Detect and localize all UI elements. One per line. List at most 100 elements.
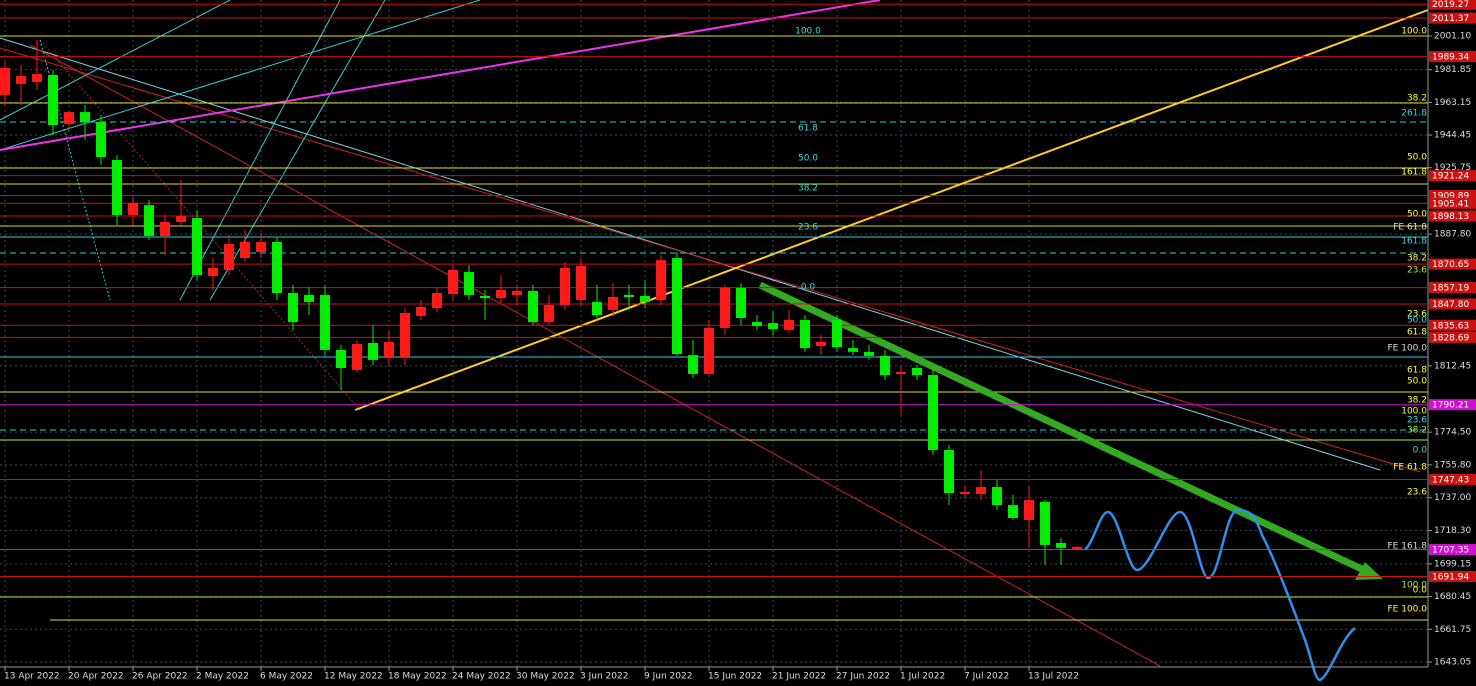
- trend-line: [179, 0, 341, 301]
- level-price-box: [1429, 170, 1476, 182]
- y-tick-label: 1643.05: [1434, 657, 1471, 667]
- level-price-box: [1429, 473, 1476, 485]
- level-price-label: 1691.94: [1432, 572, 1469, 582]
- x-tick-label: 18 May 2022: [388, 672, 447, 682]
- fib-label: 38.2: [1407, 93, 1427, 103]
- x-tick-label: 21 Jun 2022: [772, 672, 826, 682]
- fib-label: 23.6: [1407, 310, 1427, 320]
- candle-body: [368, 343, 378, 360]
- level-price-box: [1429, 12, 1476, 24]
- candle-body: [512, 290, 522, 295]
- x-tick-label: 20 Apr 2022: [68, 672, 124, 682]
- trend-line: [354, 9, 1429, 411]
- candle-body: [880, 355, 890, 375]
- level-price-label: 1847.80: [1432, 300, 1469, 310]
- level-price-label: 2011.37: [1432, 14, 1469, 24]
- candle-body: [864, 351, 874, 356]
- x-tick-label: 3 Jun 2022: [580, 672, 628, 682]
- candle-body: [128, 202, 138, 216]
- candle-body: [752, 322, 762, 327]
- candle-body: [80, 112, 90, 123]
- x-tick-label: 1 Jul 2022: [900, 672, 945, 682]
- level-price-box: [1429, 210, 1476, 222]
- level-price-label: 1828.69: [1432, 333, 1469, 343]
- candle-body: [336, 349, 346, 368]
- candle-body: [720, 287, 730, 328]
- candle-body: [256, 241, 266, 252]
- candle-body: [640, 295, 650, 302]
- fib-label: 100.0: [1401, 27, 1427, 37]
- candle-body: [192, 218, 202, 275]
- y-tick-label: 1944.45: [1434, 131, 1471, 141]
- candle-body: [48, 74, 58, 125]
- candle-body: [384, 341, 394, 359]
- candle-body: [416, 306, 426, 316]
- level-price-box: [1429, 51, 1476, 63]
- candle-body: [464, 272, 474, 295]
- y-tick-label: 1680.45: [1434, 592, 1471, 602]
- candle-body: [768, 323, 778, 330]
- fib-label: 261.8: [1401, 109, 1427, 119]
- fib-label: 23.6: [1407, 415, 1427, 425]
- candle-body: [800, 319, 810, 349]
- x-tick-label: 13 Jul 2022: [1028, 672, 1079, 682]
- candle-body: [544, 305, 554, 323]
- y-tick-label: 1925.75: [1434, 163, 1471, 173]
- y-tick-label: 1963.15: [1434, 98, 1471, 108]
- fib-label: 38.2: [1407, 396, 1427, 406]
- fib-label: FE 61.8: [1393, 463, 1427, 473]
- candle-body: [736, 287, 746, 319]
- level-price-label: 1857.19: [1432, 284, 1469, 294]
- candle-body: [64, 112, 74, 124]
- candle-body: [560, 268, 570, 306]
- fib-label: 38.2: [1407, 253, 1427, 263]
- fib-label: 38.2: [1407, 425, 1427, 435]
- candle-body: [912, 367, 922, 375]
- level-price-label: 1898.13: [1432, 212, 1469, 222]
- level-price-box: [1429, 544, 1476, 556]
- candle-body: [432, 293, 442, 309]
- candle-body: [672, 258, 682, 355]
- fib-label: FE 161.8: [1388, 542, 1428, 552]
- candle-body: [160, 222, 170, 237]
- trend-line: [0, 0, 881, 151]
- x-tick-label: 24 May 2022: [452, 672, 511, 682]
- x-tick-label: 13 Apr 2022: [4, 672, 60, 682]
- candle-body: [304, 294, 314, 302]
- forecast-path: [1084, 508, 1356, 682]
- candle-body: [288, 293, 298, 323]
- y-tick-label: 1755.80: [1434, 460, 1471, 470]
- level-price-box: [1429, 282, 1476, 294]
- candle-body: [32, 73, 42, 82]
- fib-label: 0.0: [1413, 585, 1428, 595]
- level-price-label: 1905.41: [1432, 199, 1469, 209]
- fib-label: 23.6: [1407, 265, 1427, 275]
- fib-label: 0.0: [1413, 446, 1428, 456]
- candle-body: [352, 344, 362, 370]
- candle-body: [928, 374, 938, 450]
- y-tick-label: 2001.10: [1434, 32, 1471, 42]
- candle-body: [592, 301, 602, 316]
- y-tick-label: 1981.85: [1434, 65, 1471, 75]
- candle-body: [816, 341, 826, 346]
- candle-body: [944, 449, 954, 493]
- level-price-label: 1835.63: [1432, 321, 1469, 331]
- candle-body: [656, 260, 666, 300]
- fib-label: 23.6: [798, 222, 818, 232]
- candle-body: [208, 268, 218, 277]
- candle-body: [480, 295, 490, 299]
- candle-body: [976, 487, 986, 495]
- level-price-box: [1429, 570, 1476, 582]
- fib-label: 61.8: [1407, 365, 1427, 375]
- x-tick-label: 12 May 2022: [324, 672, 383, 682]
- forecast-arrow: [758, 281, 1370, 576]
- x-tick-label: 9 Jun 2022: [644, 672, 692, 682]
- candle-body: [704, 327, 714, 374]
- candle-body: [1008, 505, 1018, 518]
- fib-label: 38.2: [798, 184, 818, 194]
- y-tick-label: 1718.30: [1434, 526, 1471, 536]
- trend-line: [0, 0, 231, 121]
- trend-line: [209, 0, 386, 301]
